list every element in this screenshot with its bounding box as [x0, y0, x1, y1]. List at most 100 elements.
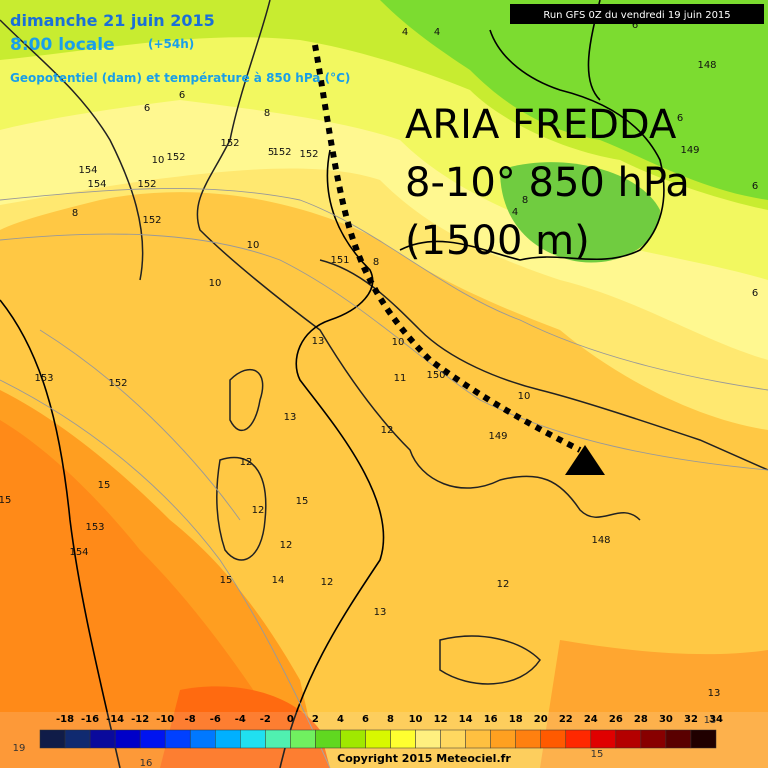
scale-swatch	[515, 729, 541, 749]
contour-label: 152	[137, 179, 156, 190]
copyright: Copyright 2015 Meteociel.fr	[337, 752, 511, 765]
scale-swatch	[114, 729, 141, 749]
run-info: Run GFS 0Z du vendredi 19 juin 2015	[543, 10, 730, 21]
scale-label: -6	[210, 714, 221, 725]
scale-swatch	[189, 729, 216, 749]
scale-label: 4	[337, 714, 344, 725]
contour-label: 12	[497, 579, 510, 590]
header-offset: (+54h)	[148, 37, 194, 51]
scale-swatch	[290, 729, 316, 749]
contour-label: 11	[394, 373, 407, 384]
scale-swatch	[415, 729, 441, 749]
contour-label: 13	[284, 412, 297, 423]
scale-label: -10	[156, 714, 174, 725]
contour-label: 12	[381, 425, 394, 436]
scale-label: 18	[509, 714, 523, 725]
contour-label: 151	[330, 255, 349, 266]
annotation-line: (1500 m)	[405, 218, 590, 264]
scale-label: -4	[235, 714, 246, 725]
scale-swatch	[665, 729, 692, 749]
scale-label: 30	[659, 714, 673, 725]
contour-label: 10	[209, 278, 222, 289]
contour-label: 152	[166, 152, 185, 163]
scale-label: 26	[609, 714, 623, 725]
contour-label: 13	[704, 715, 717, 726]
run-box	[510, 4, 764, 24]
contour-label: 152	[220, 138, 239, 149]
scale-swatch	[590, 729, 617, 749]
scale-swatch	[315, 729, 341, 749]
contour-label: 153	[34, 373, 53, 384]
temperature-isolines	[0, 188, 768, 768]
scale-swatch	[490, 729, 516, 749]
isoline	[0, 299, 121, 768]
contour-label: 15	[591, 749, 604, 760]
island-sardinia	[215, 456, 267, 561]
contour-label: 8	[72, 208, 78, 219]
contour-label: 152	[108, 378, 127, 389]
header-date: dimanche 21 juin 2015	[10, 11, 215, 30]
scale-label: 2	[312, 714, 319, 725]
scale-swatch	[215, 729, 241, 749]
scale-label: -14	[106, 714, 124, 725]
contour-label: 148	[591, 535, 610, 546]
scale-swatch	[139, 729, 166, 749]
isotherm	[0, 233, 768, 471]
contour-label: 148	[697, 60, 716, 71]
contour-label: 6	[752, 181, 758, 192]
scale-swatch	[340, 729, 366, 749]
header-field: Geopotentiel (dam) et température à 850 …	[10, 71, 350, 85]
contour-label: 8	[373, 257, 379, 268]
scale-swatch	[89, 729, 116, 749]
contour-label: 154	[78, 165, 97, 176]
scale-label: 16	[484, 714, 498, 725]
contour-label: 13	[374, 607, 387, 618]
coast-italy	[196, 0, 641, 521]
scale-swatch	[265, 729, 291, 749]
contour-label: 10	[518, 391, 531, 402]
scale-label: 20	[534, 714, 548, 725]
scale-swatch	[690, 729, 717, 749]
contour-label: 5	[268, 147, 274, 158]
contour-label: 14	[272, 575, 285, 586]
contour-label: 152	[299, 149, 318, 160]
contour-label: 6	[179, 90, 185, 101]
contour-label: 10	[247, 240, 260, 251]
scale-label: 28	[634, 714, 648, 725]
scale-label: -12	[131, 714, 149, 725]
hot-core	[0, 420, 280, 768]
scale-label: 8	[387, 714, 394, 725]
scale-label: 24	[584, 714, 598, 725]
contour-label: 4	[434, 27, 440, 38]
coast-france	[0, 19, 144, 281]
isoline	[279, 149, 385, 768]
scale-swatch	[365, 729, 391, 749]
contour-label: 149	[488, 431, 507, 442]
contour-label: 15	[220, 575, 233, 586]
contour-label: 13	[312, 336, 325, 347]
scale-label: 22	[559, 714, 573, 725]
scale-label: -2	[260, 714, 271, 725]
contour-label: 6	[752, 288, 758, 299]
contour-label: 4	[402, 27, 408, 38]
scale-swatch	[64, 729, 91, 749]
scale-label: 10	[409, 714, 423, 725]
scale-label: 0	[287, 714, 294, 725]
annotation-line: 8-10° 850 hPa	[405, 160, 690, 206]
isotherm	[0, 188, 768, 391]
contour-label: 6	[144, 103, 150, 114]
island-corsica	[229, 369, 264, 432]
contour-label: 15	[98, 480, 111, 491]
contour-label: 10	[152, 155, 165, 166]
scale-label: 34	[709, 714, 723, 725]
contour-label: 154	[87, 179, 106, 190]
contour-label: 153	[85, 522, 104, 533]
cold-pocket	[500, 162, 660, 263]
contour-label: 152	[272, 147, 291, 158]
contour-label: 8	[522, 195, 528, 206]
contour-label: 15	[0, 495, 11, 506]
contour-label: 12	[252, 505, 265, 516]
scale-label: -18	[56, 714, 74, 725]
scale-label: 6	[362, 714, 369, 725]
